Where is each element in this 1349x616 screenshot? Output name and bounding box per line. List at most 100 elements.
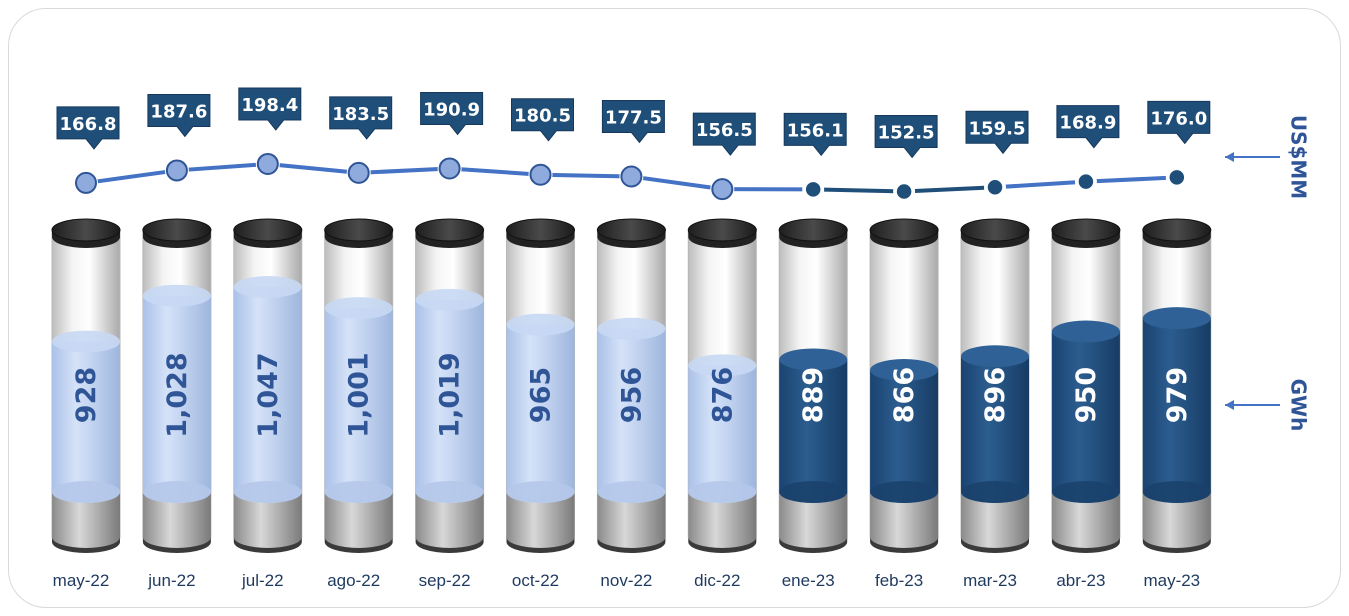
bar-bottom-rim (233, 537, 302, 553)
bar-cap (51, 218, 121, 242)
bar-fill (506, 324, 575, 504)
bar-cap (960, 218, 1030, 242)
line-value-label: 183.5 (332, 104, 389, 125)
bar-base (415, 492, 484, 548)
unit-text: GWh (1287, 379, 1311, 432)
unit-text: US$MM (1287, 115, 1311, 199)
bar-base (688, 492, 757, 548)
bar-fill-bottom (506, 481, 575, 503)
bar-base (52, 492, 120, 548)
bar-fill (142, 295, 211, 504)
bar-fill-surface (870, 359, 939, 382)
line-marker (529, 163, 552, 186)
line-value-label: 198.4 (241, 95, 298, 116)
line-marker (256, 152, 279, 175)
bar-bottom-rim (52, 537, 120, 553)
bar-base (142, 492, 211, 548)
bar-cap (596, 218, 666, 242)
bar-fill (1142, 318, 1211, 504)
value-callout (874, 115, 938, 159)
line-segment (811, 187, 907, 194)
bar-value-label: 876 (707, 367, 738, 423)
x-tick-label: may-23 (1143, 571, 1200, 590)
bar-cylinder: 928 (51, 218, 121, 553)
arrow-head-icon (1225, 152, 1234, 162)
bar-cap (1051, 218, 1121, 242)
bar-cap (415, 218, 485, 242)
value-callout (783, 112, 847, 157)
bar-cylinder: 1,028 (142, 218, 212, 553)
bars-layer: 928 1,028 1,047 1,001 1,019 965 956 876 889 866 89… (51, 218, 1212, 553)
line-segment (447, 166, 543, 177)
x-tick-label: oct-22 (512, 571, 559, 590)
bar-value-label: 979 (1162, 367, 1193, 423)
bar-cap (142, 218, 212, 242)
line-value-label: 177.5 (605, 108, 662, 129)
value-callout (1147, 100, 1211, 145)
bar-cap (778, 218, 848, 242)
unit-labels: US$MM GWh (1225, 115, 1311, 432)
line-marker (986, 178, 1004, 197)
line-value-label: 190.9 (423, 99, 480, 120)
bar-bottom-rim (415, 537, 484, 553)
line-marker (75, 171, 97, 194)
line-segment (174, 161, 270, 173)
bar-value-label: 928 (71, 367, 102, 423)
bar-fill-bottom (142, 481, 211, 503)
bar-bottom-rim (779, 537, 848, 553)
bar-fill-surface (779, 348, 848, 371)
bar-fill-surface (233, 276, 302, 298)
bar-cylinder: 979 (1142, 218, 1212, 553)
bar-value-label: 1,019 (435, 352, 466, 437)
x-tick-label: mar-23 (963, 571, 1017, 590)
x-tick-label: jul-22 (241, 571, 284, 590)
line-marker (711, 178, 734, 201)
bar-fill-bottom (415, 481, 484, 503)
bar-cylinder: 896 (960, 218, 1030, 553)
bar-fill (779, 359, 848, 504)
line-value-label: 156.1 (787, 120, 844, 141)
bar-bottom-rim (961, 537, 1029, 553)
bar-fill-bottom (1051, 481, 1120, 503)
value-callout (1056, 105, 1120, 149)
value-callout (692, 112, 756, 156)
bar-value-label: 1,001 (344, 352, 375, 437)
bar-fill-surface (1051, 320, 1120, 343)
bar-bottom-rim (142, 537, 211, 553)
line-segment (538, 172, 634, 179)
line-marker (804, 180, 822, 199)
bar-fill-surface (415, 288, 484, 311)
bar-cap (233, 218, 303, 242)
bar-bottom-rim (870, 537, 939, 553)
bar-fill (1051, 331, 1120, 504)
bar-fill-bottom (1142, 481, 1211, 503)
bar-base (233, 492, 302, 548)
bar-cylinder: 866 (869, 218, 939, 553)
bar-bottom-rim (324, 537, 393, 553)
bar-base (324, 492, 393, 548)
value-callout (238, 87, 302, 131)
bar-bottom-rim (597, 537, 666, 553)
bar-bottom-rim (688, 537, 757, 553)
line-marker (1077, 172, 1095, 191)
bar-cylinder: 965 (506, 218, 575, 553)
bar-cap (324, 218, 394, 242)
x-tick-label: dic-22 (694, 571, 740, 590)
bar-fill (688, 365, 757, 504)
bar-bottom-rim (1142, 537, 1211, 553)
bar-value-label: 866 (889, 367, 920, 423)
line-segment (356, 166, 452, 175)
x-tick-label: ago-22 (327, 571, 380, 590)
arrow-head-icon (1225, 400, 1234, 410)
line-marker (895, 182, 913, 201)
bar-base (1142, 492, 1211, 548)
bar-fill (324, 308, 393, 504)
line-value-label: 187.6 (150, 101, 207, 122)
x-tick-label: nov-22 (600, 571, 652, 590)
x-tick-label: feb-23 (875, 571, 923, 590)
bar-fill (233, 287, 302, 504)
bar-value-label: 956 (616, 367, 647, 423)
value-callout (965, 110, 1029, 155)
bar-fill-bottom (870, 481, 939, 503)
